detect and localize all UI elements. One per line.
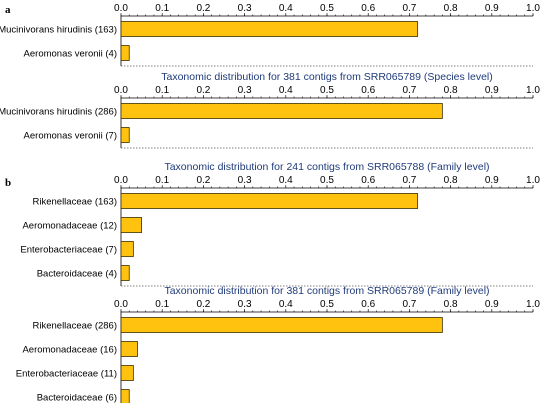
category-label: Mucinivorans hirudinis (286) [0,107,117,118]
x-tick-label: 0.7 [402,299,416,310]
x-tick-label: 0.6 [361,175,375,186]
panel-label-b: b [5,177,11,189]
x-tick-label: 0.6 [361,3,375,14]
x-tick-label: 0.4 [279,175,293,186]
x-tick-label: 0.3 [238,299,252,310]
x-tick-label: 1.0 [526,299,540,310]
x-tick-label: 0.8 [444,85,458,96]
chart-title: Taxonomic distribution for 381 contigs f… [164,285,489,297]
x-tick-label: 0.7 [402,3,416,14]
x-tick-label: 0.2 [196,175,210,186]
chart-3: Taxonomic distribution for 241 contigs f… [20,161,540,287]
panel-label-a: a [5,4,11,16]
category-label: Bacteroidaceae (6) [37,393,117,403]
chart-1: Taxonomic distribution for 241 contigs f… [0,0,540,67]
x-tick-label: 0.0 [114,299,128,310]
x-tick-label: 0.2 [196,85,210,96]
x-tick-label: 0.1 [155,299,169,310]
bar [120,241,134,257]
x-tick-label: 0.9 [485,175,499,186]
category-label: Aeromonas veronii (4) [24,49,117,60]
x-tick-label: 0.2 [196,3,210,14]
category-label: Rikenellaceae (163) [33,197,118,208]
category-label: Mucinivorans hirudinis (163) [0,25,117,36]
x-tick-label: 0.0 [114,85,128,96]
x-tick-label: 1.0 [526,3,540,14]
x-tick-label: 0.8 [444,175,458,186]
x-tick-label: 0.8 [444,299,458,310]
bar [120,217,143,233]
category-label: Bacteroidaceae (4) [37,269,117,280]
category-label: Aeromonadaceae (12) [22,221,117,232]
x-tick-label: 0.3 [238,175,252,186]
bar [120,45,130,61]
chart-title: Taxonomic distribution for 241 contigs f… [161,0,493,1]
category-label: Aeromonas veronii (7) [24,131,117,142]
x-tick-label: 0.4 [279,299,293,310]
chart-2: Taxonomic distribution for 381 contigs f… [0,71,540,149]
x-tick-label: 0.4 [279,85,293,96]
bar [120,21,419,37]
x-tick-label: 0.8 [444,3,458,14]
chart-title: Taxonomic distribution for 381 contigs f… [161,71,493,83]
x-tick-label: 0.0 [114,3,128,14]
x-tick-label: 0.2 [196,299,210,310]
bar [120,341,138,357]
x-tick-label: 0.5 [320,3,334,14]
x-tick-label: 0.1 [155,3,169,14]
bar [120,127,130,143]
x-tick-label: 0.5 [320,175,334,186]
x-tick-label: 0.5 [320,299,334,310]
x-tick-label: 0.4 [279,3,293,14]
x-tick-label: 0.7 [402,85,416,96]
category-label: Enterobacteriaceae (7) [20,245,117,256]
chart-title: Taxonomic distribution for 241 contigs f… [164,161,489,173]
x-tick-label: 0.1 [155,85,169,96]
x-tick-label: 0.9 [485,3,499,14]
category-label: Enterobacteriaceae (11) [16,369,117,380]
bar [120,317,443,333]
bar [120,365,134,381]
x-tick-label: 0.6 [361,299,375,310]
x-tick-label: 0.9 [485,299,499,310]
x-tick-label: 1.0 [526,175,540,186]
x-tick-label: 0.5 [320,85,334,96]
category-label: Aeromonadaceae (16) [22,345,117,356]
x-tick-label: 0.0 [114,175,128,186]
x-tick-label: 1.0 [526,85,540,96]
chart-4: Taxonomic distribution for 381 contigs f… [16,285,540,403]
x-tick-label: 0.6 [361,85,375,96]
x-tick-label: 0.9 [485,85,499,96]
bar [120,389,130,403]
x-tick-label: 0.7 [402,175,416,186]
x-tick-label: 0.1 [155,175,169,186]
x-tick-label: 0.3 [238,3,252,14]
x-tick-label: 0.3 [238,85,252,96]
bar [120,103,443,119]
bar [120,193,419,209]
category-label: Rikenellaceae (286) [33,321,118,332]
bar [120,265,130,281]
